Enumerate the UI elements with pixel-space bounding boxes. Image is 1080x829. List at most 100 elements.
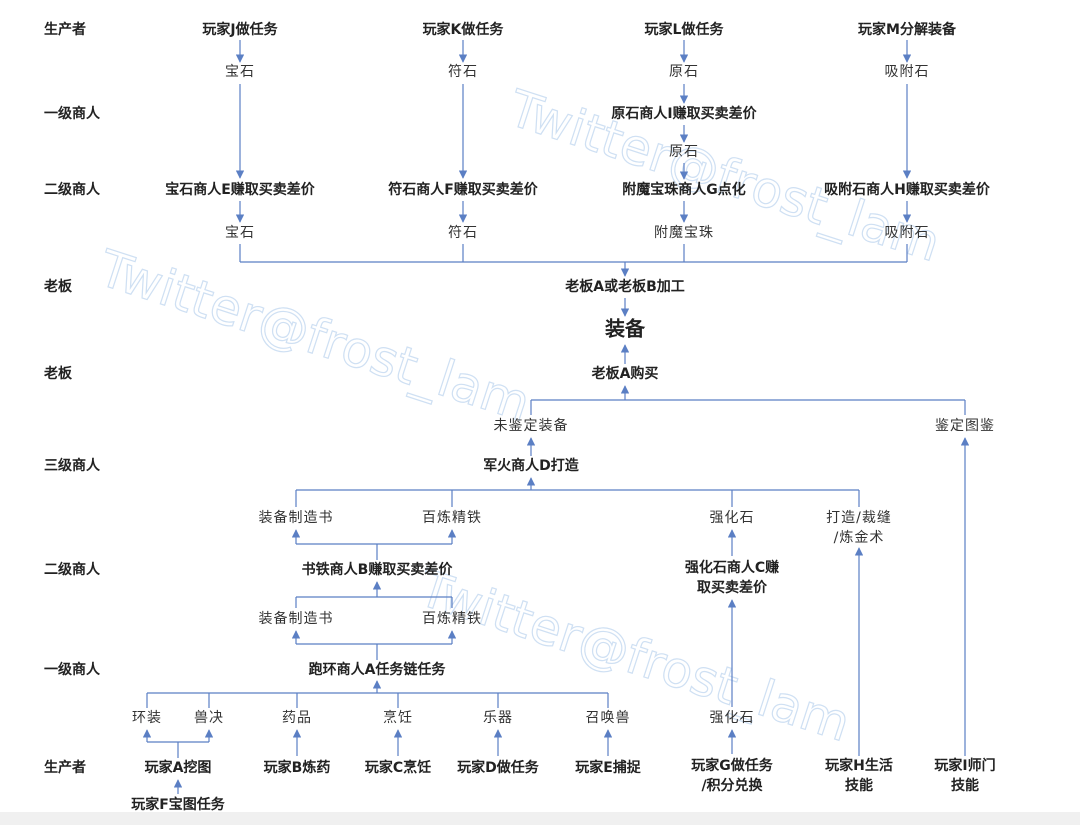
node: 玩家G做任务/积分兑换 <box>691 757 773 794</box>
node-label: 玩家K做任务 <box>423 21 505 38</box>
node-label: 吸附石 <box>885 225 930 241</box>
node: 药品 <box>282 710 312 726</box>
level-label: 生产者 <box>44 759 86 776</box>
node: 宝石 <box>225 225 254 241</box>
node-label: 乐器 <box>483 710 513 726</box>
node-label: 鉴定图鉴 <box>935 418 995 434</box>
node-label: 玩家L做任务 <box>645 21 725 38</box>
node-label: 强化石 <box>710 510 755 526</box>
node-label: 装备制造书 <box>259 509 334 526</box>
node: 军火商人D打造 <box>483 457 579 474</box>
node-label: 药品 <box>282 710 312 726</box>
node: 装备制造书 <box>259 610 334 627</box>
node-label: 玩家J做任务 <box>202 21 278 38</box>
node-label: 老板A或老板B加工 <box>565 278 685 295</box>
node-label: 符石 <box>448 64 478 80</box>
node: 原石 <box>669 64 699 80</box>
node-label: 书铁商人B赚取买卖差价 <box>302 561 454 578</box>
node: 乐器 <box>483 710 513 726</box>
node-label: 玩家C烹饪 <box>365 759 431 776</box>
node: 吸附石 <box>885 64 930 80</box>
level-label: 生产者 <box>44 21 86 38</box>
node: 强化石 <box>710 510 755 526</box>
node: 书铁商人B赚取买卖差价 <box>302 561 454 578</box>
node: 召唤兽 <box>586 709 631 726</box>
node: 装备制造书 <box>259 509 334 526</box>
node-label: 装备制造书 <box>259 610 334 627</box>
node: 玩家C烹饪 <box>365 759 431 776</box>
node-label: 老板A购买 <box>592 365 659 382</box>
node: 玩家D做任务 <box>457 759 540 776</box>
node: 鉴定图鉴 <box>935 418 995 434</box>
node-label: 附魔宝珠商人G点化 <box>622 181 746 198</box>
node: 原石商人I赚取买卖差价 <box>611 105 757 122</box>
node: 原石 <box>669 144 699 160</box>
node: 未鉴定装备 <box>494 417 569 434</box>
node-label: 百炼精铁 <box>422 510 482 526</box>
level-label: 老板 <box>44 278 73 295</box>
node: 跑环商人A任务链任务 <box>309 661 447 678</box>
node-label: 原石 <box>669 64 699 80</box>
level-label: 一级商人 <box>44 105 101 122</box>
node-label: 吸附石 <box>885 64 930 80</box>
node-label: 玩家A挖图 <box>145 759 212 776</box>
level-label: 二级商人 <box>44 181 101 198</box>
node-label: 装备 <box>604 317 646 341</box>
node-label: 兽决 <box>194 710 224 726</box>
node: 吸附石 <box>885 225 930 241</box>
node: 宝石 <box>225 64 255 80</box>
level-label: 三级商人 <box>44 457 101 474</box>
node: 玩家E捕捉 <box>575 759 642 776</box>
node-label: 符石 <box>448 225 478 241</box>
node-label: 百炼精铁 <box>422 611 482 627</box>
level-label: 老板 <box>44 365 73 382</box>
node-label: 玩家F宝图任务 <box>131 796 226 813</box>
node: 百炼精铁 <box>422 510 482 526</box>
node-label: /积分兑换 <box>701 777 763 794</box>
node-label: 玩家G做任务 <box>691 757 773 774</box>
node-label: 召唤兽 <box>586 709 631 726</box>
node: 环装 <box>132 710 162 726</box>
node-label: 技能 <box>951 777 979 794</box>
level-label: 二级商人 <box>44 561 101 578</box>
node-label: 打造/裁缝 <box>826 509 892 526</box>
node: 符石 <box>448 64 478 80</box>
node: 强化石 <box>710 710 755 726</box>
node: 兽决 <box>194 710 224 726</box>
node: 玩家F宝图任务 <box>131 796 226 813</box>
node-label: 环装 <box>132 710 162 726</box>
node-label: 强化石商人C赚 <box>685 559 779 576</box>
node-label: 强化石 <box>710 710 755 726</box>
node-label: 宝石 <box>225 64 255 80</box>
node-label: 符石商人F赚取买卖差价 <box>387 181 539 198</box>
node: 烹饪 <box>383 709 413 726</box>
node-label: 玩家M分解装备 <box>858 21 957 38</box>
node-label: 附魔宝珠 <box>654 225 714 241</box>
node-label: 取买卖差价 <box>697 579 768 596</box>
node: 玩家B炼药 <box>264 759 331 776</box>
node: 符石商人F赚取买卖差价 <box>387 181 539 198</box>
node-label: 玩家H生活 <box>825 757 893 774</box>
node: 老板A或老板B加工 <box>565 278 685 295</box>
node-label: 吸附石商人H赚取买卖差价 <box>824 181 991 198</box>
node-label: 原石 <box>669 144 699 160</box>
node-label: 原石商人I赚取买卖差价 <box>611 105 757 122</box>
node: 老板A购买 <box>592 365 659 382</box>
node: 符石 <box>448 225 478 241</box>
node-label: 技能 <box>845 777 873 794</box>
node-label: 未鉴定装备 <box>494 417 569 434</box>
node: 宝石商人E赚取买卖差价 <box>165 181 316 198</box>
node: 附魔宝珠商人G点化 <box>622 181 746 198</box>
node-label: 跑环商人A任务链任务 <box>309 661 447 678</box>
node: 玩家A挖图 <box>145 759 212 776</box>
watermark: Twitter@frost_lam <box>91 239 537 433</box>
node: 玩家L做任务 <box>645 21 725 38</box>
node: 吸附石商人H赚取买卖差价 <box>824 181 991 198</box>
node-label: 烹饪 <box>383 709 413 726</box>
node: 装备 <box>604 317 646 341</box>
